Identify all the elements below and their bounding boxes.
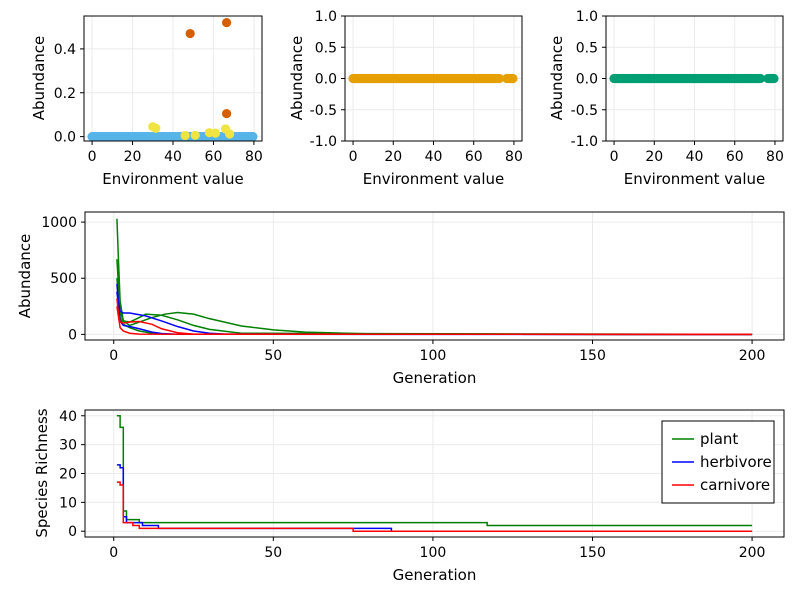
y-tick-label: 20 xyxy=(59,467,77,483)
data-point xyxy=(222,17,232,28)
y-tick-label: 0.5 xyxy=(576,40,598,56)
y-axis-label: Abundance xyxy=(16,234,34,319)
y-tick-label: 500 xyxy=(50,271,77,287)
plot-area xyxy=(609,73,779,84)
series-line-herbivore xyxy=(116,291,753,336)
x-tick-label: 60 xyxy=(726,149,744,165)
y-tick-label: 1.0 xyxy=(315,9,337,25)
legend: plant herbivore carnivore xyxy=(661,420,775,504)
x-tick-label: 20 xyxy=(384,149,402,165)
data-point xyxy=(180,130,190,141)
y-axis-label: Abundance xyxy=(548,36,566,121)
panel-richness: 0 50 100 150 200 0 10 20 30 40 Generation Species R… xyxy=(33,408,785,584)
y-tick-label: -1.0 xyxy=(571,134,598,150)
y-tick-label: 10 xyxy=(59,495,77,511)
y-tick-label: -1.0 xyxy=(310,134,337,150)
series-line-plant xyxy=(116,278,753,336)
y-tick-label: 0.5 xyxy=(315,40,337,56)
y-tick-label: 40 xyxy=(59,409,77,425)
y-tick-label: -0.5 xyxy=(571,103,598,119)
data-point xyxy=(151,123,161,133)
data-point xyxy=(494,73,504,84)
y-tick-label: 0 xyxy=(68,524,77,540)
data-point xyxy=(210,128,221,138)
x-tick-label: 80 xyxy=(245,149,263,165)
x-tick-label: 20 xyxy=(645,149,663,165)
y-axis-label: Species Richness xyxy=(33,408,51,537)
y-tick-label: 1000 xyxy=(41,215,77,231)
x-tick-label: 60 xyxy=(465,149,483,165)
y-tick-label: 1.0 xyxy=(576,9,598,25)
x-tick-label: 0 xyxy=(610,149,619,165)
x-tick-label: 200 xyxy=(739,545,766,561)
series-line-herbivore xyxy=(116,283,753,336)
y-tick-label: 0.0 xyxy=(576,72,598,88)
x-tick-label: 150 xyxy=(579,545,606,561)
series-line-plant xyxy=(116,259,753,336)
data-point xyxy=(185,28,195,39)
data-point xyxy=(222,108,232,119)
y-tick-label: 0.4 xyxy=(54,42,76,58)
data-point xyxy=(225,129,235,139)
x-tick-label: 200 xyxy=(739,348,766,364)
plot-area xyxy=(116,218,753,336)
series-line-carnivore xyxy=(116,306,753,336)
series-line-carnivore xyxy=(116,481,753,532)
x-tick-label: 0 xyxy=(109,545,118,561)
x-tick-label: 40 xyxy=(164,149,182,165)
x-axis-label: Generation xyxy=(393,566,477,584)
data-point xyxy=(755,73,765,84)
y-tick-label: 30 xyxy=(59,438,77,454)
panel-scatter2: 0 20 40 60 80 -1.0 -0.5 0.0 0.5 1.0 Environment va… xyxy=(288,9,523,188)
x-tick-label: 150 xyxy=(579,348,606,364)
x-tick-label: 40 xyxy=(686,149,704,165)
axes-frame xyxy=(84,211,785,341)
y-axis-label: Abundance xyxy=(288,36,306,121)
x-axis-label: Environment value xyxy=(363,170,505,188)
panel-scatter3: 0 20 40 60 80 -1.0 -0.5 0.0 0.5 1.0 Environment va… xyxy=(548,9,784,188)
x-tick-label: 100 xyxy=(420,348,447,364)
x-tick-label: 20 xyxy=(124,149,142,165)
y-tick-label: 0 xyxy=(68,327,77,343)
plot-area xyxy=(348,73,518,84)
data-point xyxy=(190,130,200,140)
y-tick-label: -0.5 xyxy=(310,103,337,119)
y-tick-label: 0.2 xyxy=(54,86,76,102)
series-line-herbivore xyxy=(116,464,753,532)
data-point xyxy=(248,132,258,141)
x-tick-label: 80 xyxy=(766,149,784,165)
y-axis-label: Abundance xyxy=(30,36,48,121)
x-tick-label: 100 xyxy=(420,545,447,561)
x-tick-label: 80 xyxy=(505,149,523,165)
y-tick-label: 0.0 xyxy=(315,72,337,88)
x-tick-label: 0 xyxy=(349,149,358,165)
x-axis-label: Generation xyxy=(393,369,477,387)
data-point xyxy=(508,73,518,84)
x-tick-label: 50 xyxy=(264,348,282,364)
x-tick-label: 40 xyxy=(425,149,443,165)
x-tick-label: 0 xyxy=(109,348,118,364)
panel-scatter1: 0 20 40 60 80 0.0 0.2 0.4 Environment value Abund… xyxy=(30,15,263,188)
x-tick-label: 0 xyxy=(88,149,97,165)
y-tick-label: 0.0 xyxy=(54,130,76,146)
x-axis-label: Environment value xyxy=(102,170,244,188)
data-point xyxy=(769,73,779,84)
panel-abundance: 0 50 100 150 200 0 500 1000 Generation Abundance xyxy=(16,211,785,387)
plot-area xyxy=(87,17,258,141)
legend-entry-plant: plant xyxy=(700,430,738,448)
x-axis-label: Environment value xyxy=(624,170,766,188)
x-tick-label: 60 xyxy=(205,149,223,165)
legend-entry-herbivore: herbivore xyxy=(700,453,772,471)
plot-area xyxy=(116,415,753,532)
series-line-plant xyxy=(116,415,753,527)
legend-entry-carnivore: carnivore xyxy=(700,476,770,494)
series-line-plant xyxy=(116,218,753,336)
x-tick-label: 50 xyxy=(264,545,282,561)
